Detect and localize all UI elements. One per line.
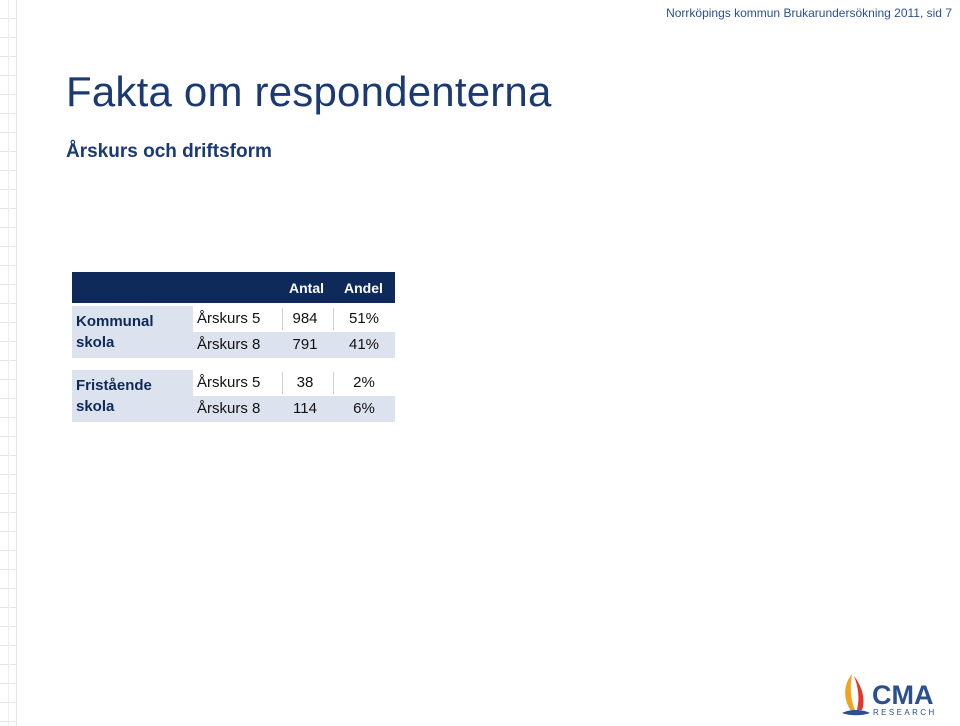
page-subtitle: Årskurs och driftsform [66,141,272,162]
cell-divider [333,308,334,330]
row-andel: 41% [348,336,380,353]
table-row: Årskurs 8 114 6% [193,396,395,422]
sail-orange [845,674,856,712]
page-header: Norrköpings kommun Brukarundersökning 20… [666,6,952,20]
sail-red [854,676,864,710]
respondent-table: Antal Andel Kommunal skola Årskurs 5 984… [72,272,395,423]
group-label-kommunal: Kommunal skola [72,306,193,358]
column-header-andel: Andel [344,280,383,296]
wave-blue [842,710,870,716]
group-label-line: Kommunal [76,313,154,330]
row-antal: 38 [296,374,314,391]
row-grade: Årskurs 8 [197,336,261,353]
cell-divider [282,372,283,394]
group-label-line: Fristående [76,377,152,394]
row-antal: 984 [292,310,318,327]
column-header-antal: Antal [289,280,324,296]
row-andel: 51% [348,310,380,327]
row-grade: Årskurs 8 [197,400,261,417]
row-andel: 2% [353,374,375,391]
cell-divider [282,308,283,330]
group-label-fristaende: Fristående skola [72,370,193,422]
table-header-row: Antal Andel [72,272,395,303]
cell-divider [333,372,334,394]
row-antal: 791 [292,336,318,353]
row-antal: 114 [293,400,317,417]
group-label-line: skola [76,334,115,351]
table-row: Årskurs 5 984 51% [193,306,395,332]
row-grade: Årskurs 5 [197,374,261,391]
group-label-line: skola [76,398,115,415]
cma-research-logo: CMA RESEARCH [842,674,937,717]
row-andel: 6% [353,400,375,417]
logo-name: CMA [872,680,934,710]
page-title: Fakta om respondenterna [66,68,552,115]
table-row: Årskurs 8 791 41% [193,332,395,358]
logo-tagline: RESEARCH [873,708,937,717]
row-grade: Årskurs 5 [197,310,261,327]
table-row: Årskurs 5 38 2% [193,370,395,396]
ruler-strip [0,0,17,726]
